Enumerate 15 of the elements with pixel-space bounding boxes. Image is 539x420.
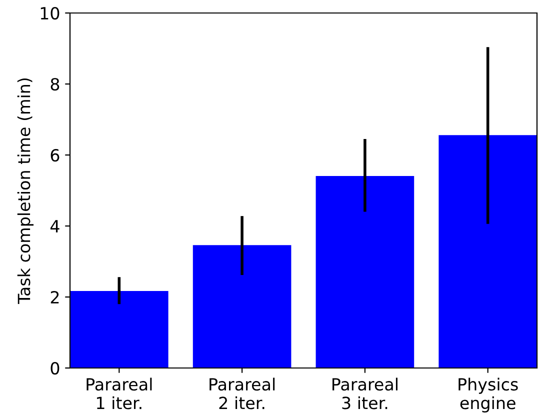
bar: [70, 290, 168, 368]
y-tick-label: 10: [40, 6, 60, 20]
x-tick-label: Parareal 2 iter.: [210, 378, 275, 410]
y-tick-label: 8: [50, 78, 60, 91]
y-tick-label: 0: [50, 362, 60, 375]
x-tick-label: Parareal 3 iter.: [332, 378, 398, 410]
bar: [438, 135, 537, 368]
y-tick-label: 6: [50, 148, 60, 162]
bar: [316, 176, 414, 368]
y-tick-label: 4: [50, 220, 60, 232]
y-axis-title: Task completion time (min): [17, 78, 34, 304]
bar: [192, 245, 292, 368]
y-tick-label: 2: [50, 290, 59, 304]
x-tick-label: Physics engine: [458, 378, 518, 413]
x-tick-label: Parareal 1 iter.: [86, 378, 152, 410]
